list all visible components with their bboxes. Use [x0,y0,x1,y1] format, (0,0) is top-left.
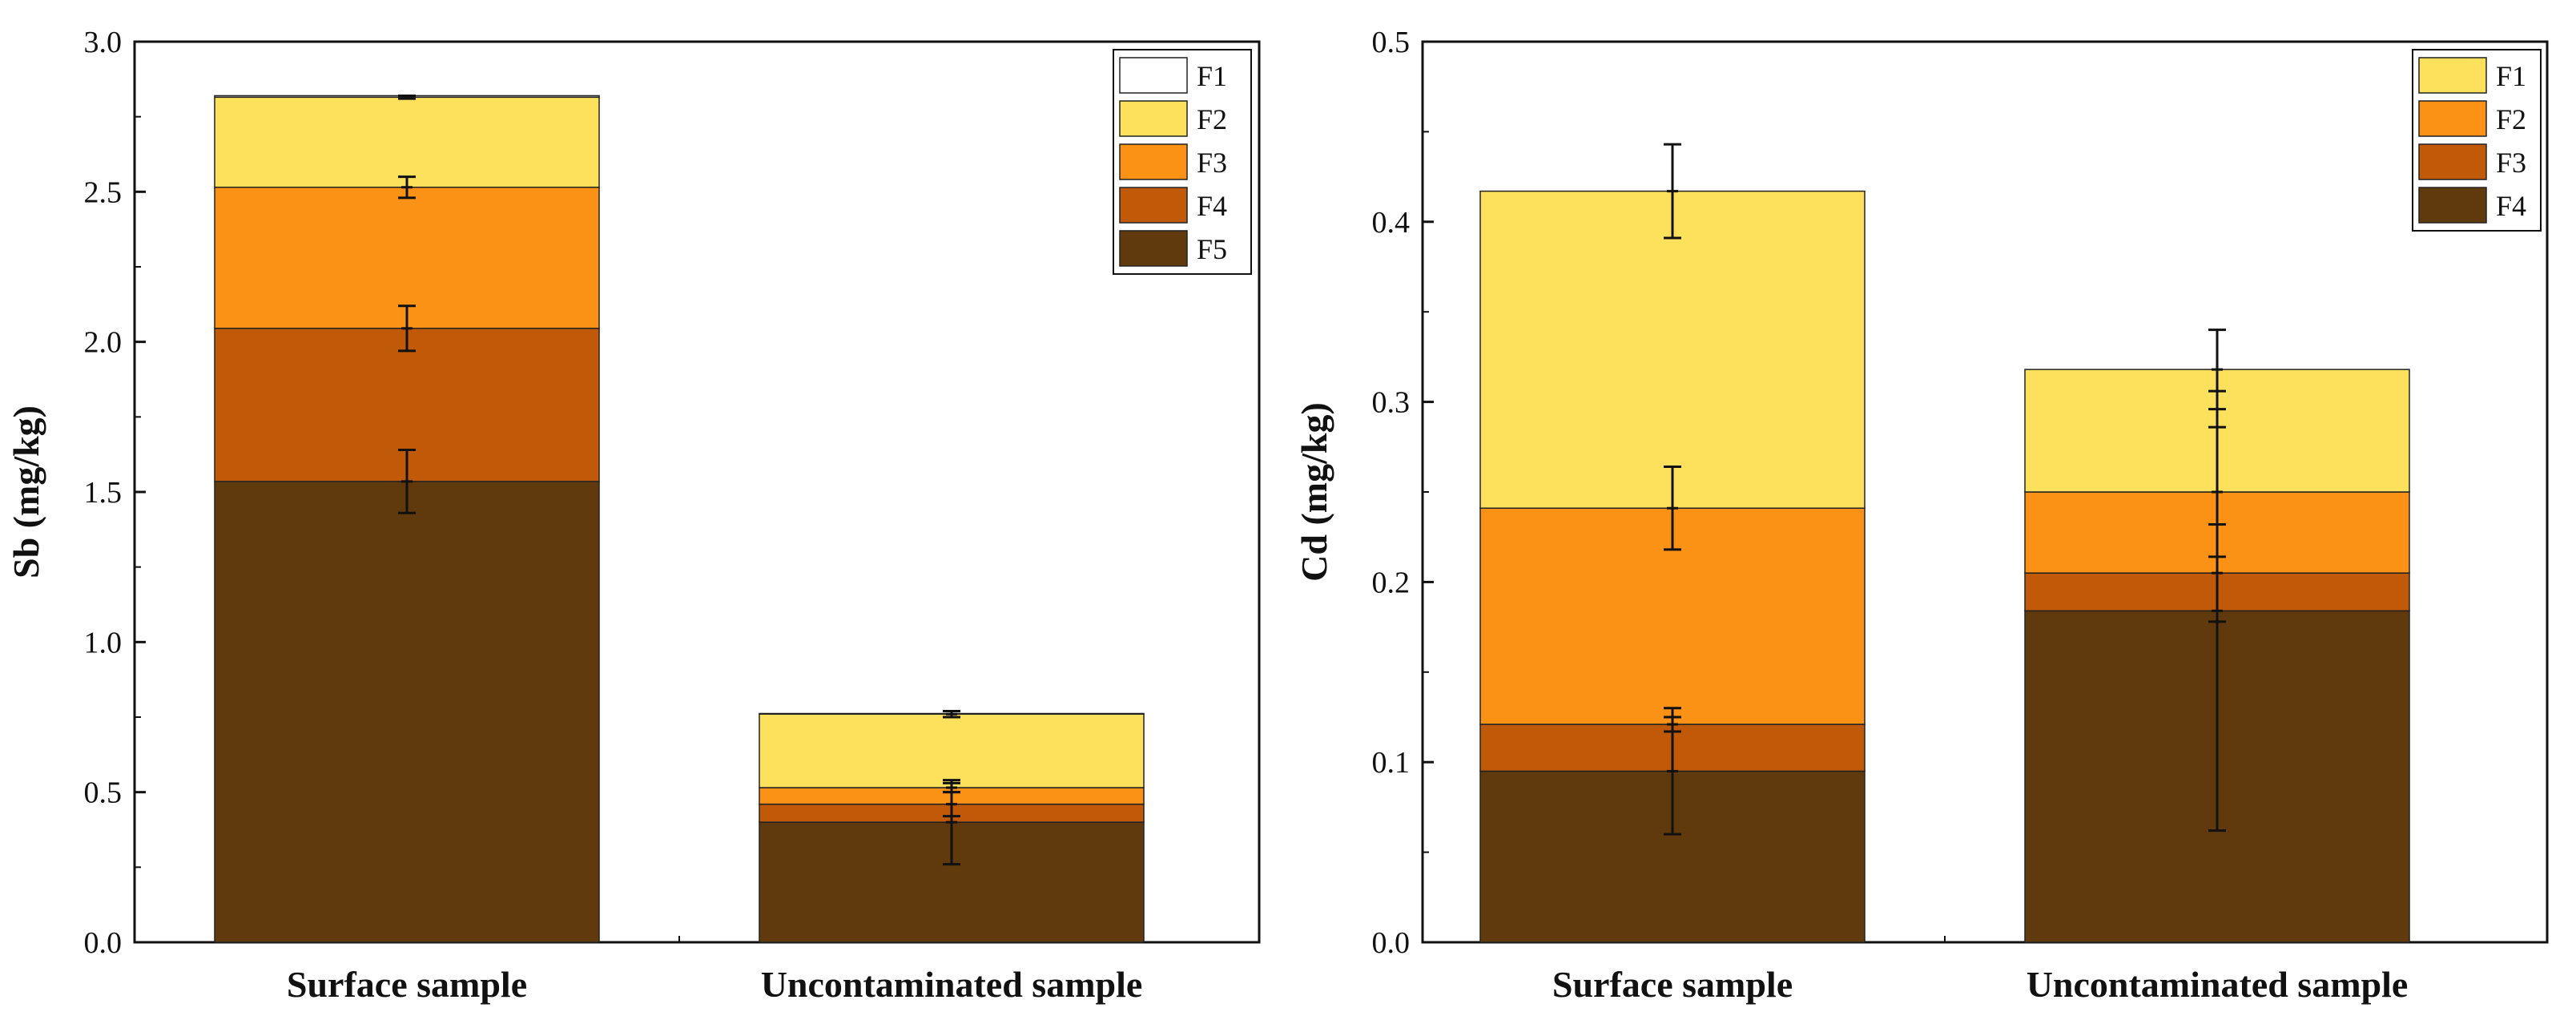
legend-label-f2: F2 [2496,103,2526,135]
legend: F1 F2 F3 F4 [2412,49,2542,232]
bar-segment-f1 [1479,190,1866,509]
error-bar-f3 [1664,716,1681,733]
error-bar-f2 [1664,466,1681,551]
bar-segment-f4 [1479,770,1866,943]
x-category-label: Uncontaminated sample [2027,964,2409,1005]
legend-label-f4: F4 [1197,190,1227,222]
y-tick-label: 0.2 [1372,566,1411,599]
error-bar-f3 [943,781,960,794]
error-bar-f2 [398,94,416,100]
y-axis-title: Sb (mg/kg) [6,405,46,578]
x-category-label: Surface sample [1552,964,1793,1005]
x-category-label: Uncontaminated sample [761,964,1143,1005]
legend-label-f5: F5 [1197,233,1227,265]
error-bar-f2 [943,710,960,719]
error-bar-f2 [2208,425,2226,558]
y-tick-label: 1.5 [84,476,123,510]
legend-label-f3: F3 [1197,147,1227,179]
legend-swatch-f1 [1119,57,1188,94]
error-bar-f3 [398,175,416,200]
legend-swatch-f5 [1119,230,1188,267]
y-tick-label: 2.5 [84,175,123,209]
legend-label-f1: F1 [2496,60,2526,92]
legend-swatch-f3 [1119,143,1188,180]
error-bar-f1 [2208,329,2226,411]
y-tick-label: 0.0 [1372,926,1411,960]
legend-swatch-f1 [2418,57,2487,94]
legend: F1 F2 F3 F4 F5 [1113,49,1252,275]
bar-segment-f5 [214,481,600,943]
y-tick-label: 0.4 [1372,206,1411,240]
y-tick-label: 0.5 [1372,26,1411,59]
legend-swatch-f4 [2418,187,2487,224]
legend-label-f4: F4 [2496,190,2526,222]
y-tick-label: 3.0 [84,26,123,59]
chart-panel-1: 0.0 0.5 1.0 1.5 2.0 2.5 3.0 Sb (mg/kg) Surface s… [6,26,1261,1005]
y-tick-label: 0.3 [1372,386,1411,420]
bar-segment-f2 [214,96,600,188]
y-tick-label: 0.0 [84,926,123,960]
error-bar-f5 [398,449,416,514]
legend-swatch-f3 [2418,143,2487,180]
legend-swatch-f2 [2418,100,2487,137]
legend-label-f1: F1 [1197,60,1227,92]
chart-panel-2: 0.0 0.1 0.2 0.3 0.4 0.5 Cd (mg/kg) Surface samp… [1294,26,2549,1005]
y-tick-label: 1.0 [84,626,123,659]
y-axis-title: Cd (mg/kg) [1294,402,1334,582]
legend-swatch-f4 [1119,187,1188,224]
legend-label-f3: F3 [2496,147,2526,179]
y-tick-label: 0.1 [1372,746,1411,780]
error-bar-f1 [1664,143,1681,240]
error-bar-f4 [398,304,416,353]
y-tick-label: 0.5 [84,776,123,810]
legend-label-f2: F2 [1197,103,1227,135]
bar-segment-f2 [759,713,1145,788]
y-tick-label: 2.0 [84,326,123,360]
x-category-label: Surface sample [287,964,527,1005]
legend-swatch-f2 [1119,100,1188,137]
